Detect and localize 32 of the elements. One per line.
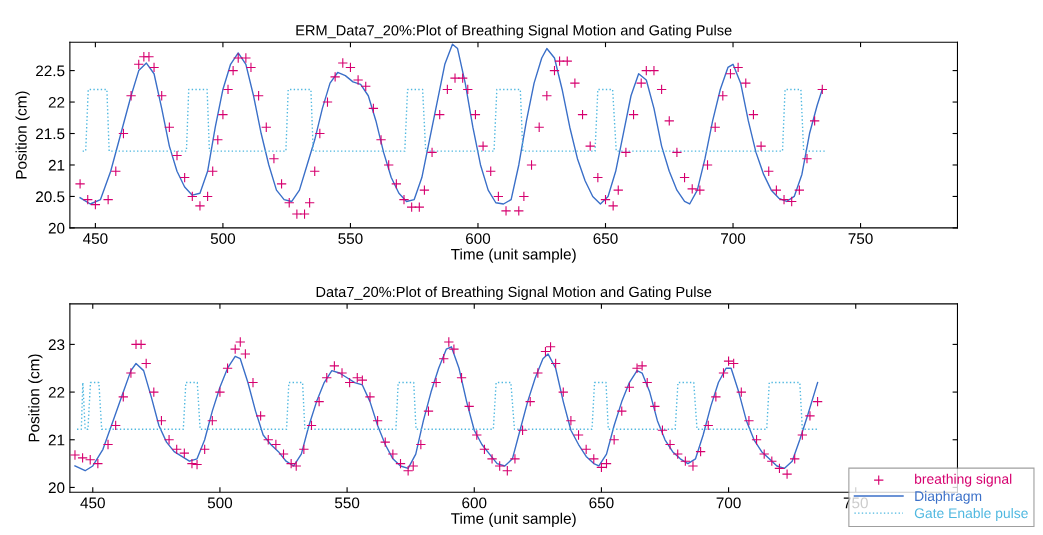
y-tick-label: 20 (48, 482, 65, 494)
x-tick-label: 550 (334, 497, 360, 509)
x-tick-label: 450 (82, 233, 108, 244)
x-tick-label: 700 (721, 233, 746, 244)
y-tick-label: 22 (48, 386, 65, 398)
chart-title: ERM_Data7_20%:Plot of Breathing Signal Motion and Gating Pulse (296, 24, 732, 39)
y-tick-label: 20 (48, 222, 65, 234)
y-tick-label: 21.5 (36, 128, 65, 140)
x-tick-label: 600 (466, 233, 491, 244)
y-tick-label: 22.5 (36, 65, 65, 77)
x-tick-label: 450 (80, 497, 105, 509)
y-axis-title: Position (cm) (28, 354, 43, 442)
x-tick-label: 500 (210, 233, 236, 244)
y-tick-label: 23 (48, 339, 65, 351)
y-axis-title: Position (cm) (15, 91, 30, 179)
x-axis-title: Time (unit sample) (451, 248, 576, 263)
legend-label: breathing signal (915, 473, 1012, 487)
x-tick-label: 600 (462, 497, 487, 509)
x-tick-label: 650 (589, 497, 614, 509)
y-tick-label: 21 (48, 159, 65, 171)
x-tick-label: 700 (716, 497, 741, 509)
chart-title: Data7_20%:Plot of Breathing Signal Motion and Gating Pulse (316, 286, 712, 300)
y-tick-label: 20.5 (36, 191, 65, 203)
x-axis-title: Time (unit sample) (451, 512, 576, 527)
legend-label: Diaphragm (915, 490, 982, 504)
x-tick-label: 500 (207, 497, 233, 509)
y-tick-label: 22 (48, 96, 65, 108)
y-tick-label: 21 (48, 434, 65, 446)
x-tick-label: 750 (848, 233, 873, 244)
legend-label: Gate Enable pulse (914, 507, 1028, 521)
x-tick-label: 650 (593, 233, 618, 244)
x-tick-label: 550 (338, 233, 363, 244)
